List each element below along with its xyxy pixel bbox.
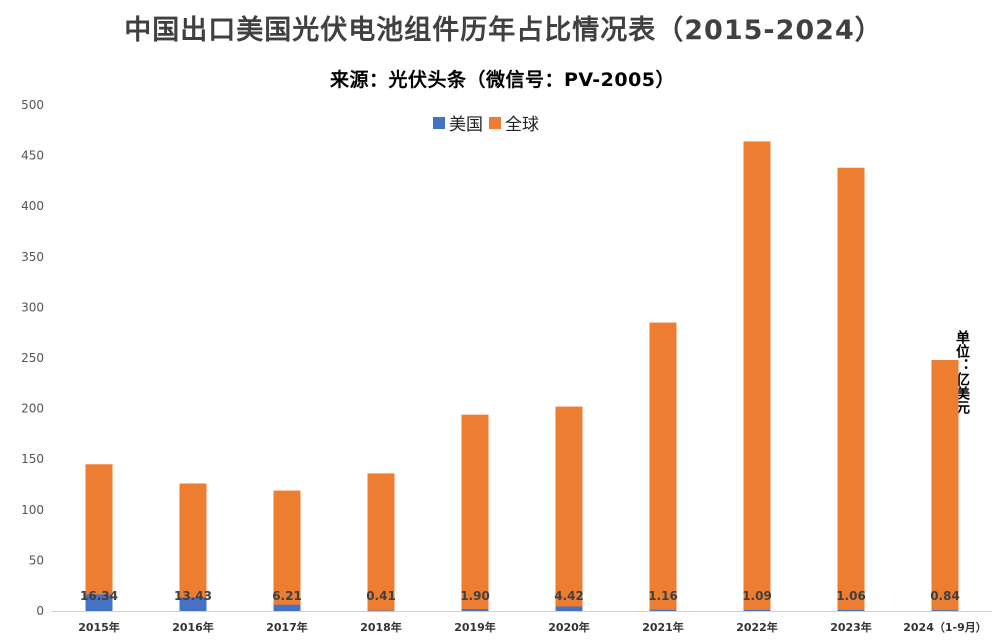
x-tick-label: 2022年 [736,620,778,634]
bar-global [743,141,771,611]
bar-global [649,322,677,611]
bar-global [461,414,489,611]
legend-label-us: 美国 [449,115,483,135]
bar-us [555,606,583,611]
y-tick-label: 50 [29,553,44,567]
x-tick-label: 2020年 [548,620,590,634]
y-tick-label: 0 [36,604,44,618]
legend-swatch-us [433,116,445,129]
y-tick-label: 350 [21,250,44,264]
bar-global [273,490,301,611]
legend-item-us: 美国 [433,110,483,135]
legend: 美国 全球 [433,110,545,135]
bar-us [931,610,959,611]
bar-us [461,609,489,611]
bar-us [85,594,113,611]
data-label: 1.06 [836,589,866,603]
bar-global [367,473,395,611]
data-label: 0.41 [366,589,396,603]
y-tick-label: 150 [21,452,44,466]
bar-global [179,483,207,611]
chart-subtitle: 来源：光伏头条（微信号：PV-2005） [330,69,676,91]
bar-global [555,406,583,611]
x-tick-label: 2017年 [266,620,308,634]
bar-us [649,609,677,611]
data-label: 1.16 [648,589,678,603]
data-label: 0.84 [930,589,960,603]
legend-item-global: 全球 [489,110,539,135]
bar-global [837,167,865,611]
y-tick-label: 200 [21,402,44,416]
bar-us [273,604,301,611]
bar-global [85,464,113,611]
y-tick-label: 500 [21,98,44,112]
data-label: 4.42 [554,589,584,603]
bar-us [837,609,865,611]
x-tick-label: 2016年 [172,620,214,634]
data-label: 16.34 [80,589,118,603]
data-label: 1.09 [742,589,772,603]
y-tick-label: 400 [21,199,44,213]
bar-global [931,360,959,611]
x-tick-label: 2021年 [642,620,684,634]
x-tick-label: 2015年 [78,620,120,634]
legend-label-global: 全球 [505,115,539,135]
x-tick-label: 2019年 [454,620,496,634]
bar-us [179,597,207,611]
y-tick-label: 250 [21,351,44,365]
bar-us [743,609,771,611]
data-label: 13.43 [174,589,212,603]
x-tick-label: 2024（1-9月） [903,621,987,634]
chart-title: 中国出口美国光伏电池组件历年占比情况表（2015-2024） [124,15,883,46]
x-tick-label: 2023年 [830,620,872,634]
data-label: 6.21 [272,589,302,603]
data-label: 1.90 [460,589,490,603]
y-tick-label: 100 [21,503,44,517]
y-tick-label: 300 [21,300,44,314]
y-tick-label: 450 [21,149,44,163]
legend-swatch-global [489,116,501,129]
bar-us [367,610,395,612]
x-tick-label: 2018年 [360,620,402,634]
